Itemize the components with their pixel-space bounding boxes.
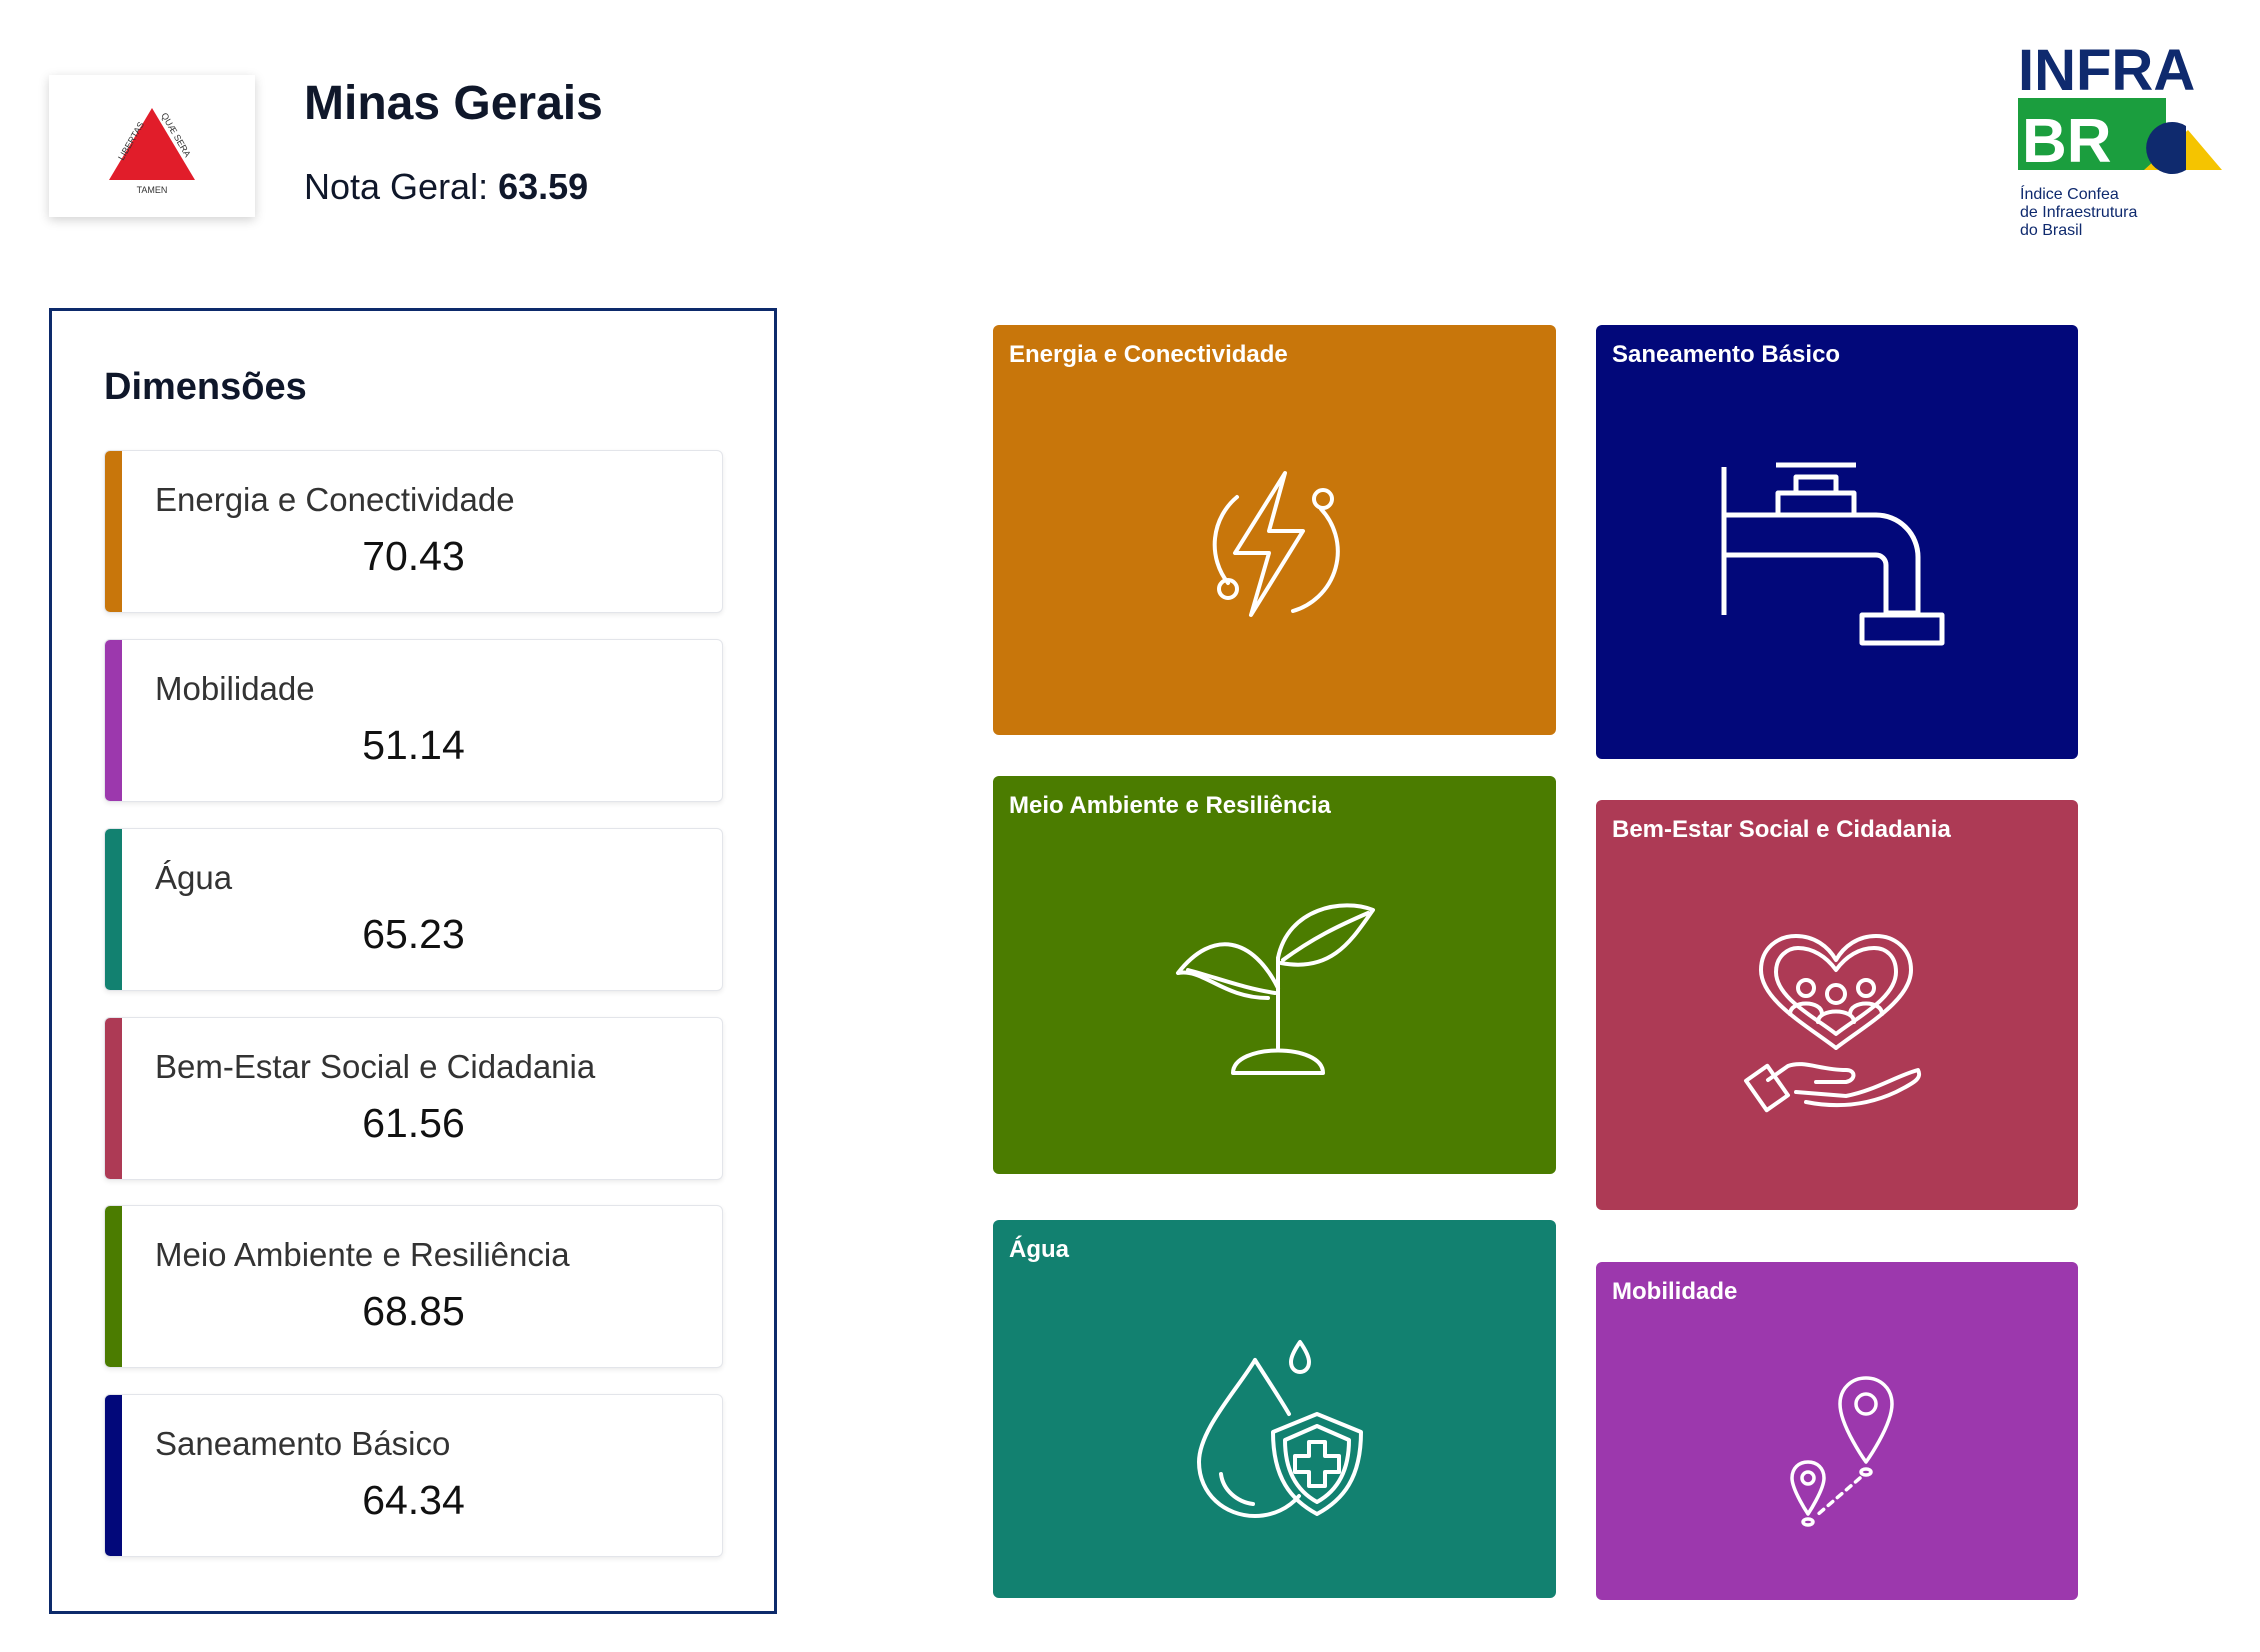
logo-tagline-3: do Brasil [2020, 222, 2082, 239]
faucet-icon [1706, 455, 1946, 665]
dimension-color-bar [105, 451, 122, 612]
tile-title: Saneamento Básico [1612, 341, 1841, 368]
dimension-card-mobilidade[interactable]: Mobilidade 51.14 [104, 639, 723, 802]
logo-tagline-2: de Infraestrutura [2020, 204, 2138, 221]
dimension-value: 51.14 [362, 722, 465, 768]
dimension-color-bar [105, 1018, 122, 1179]
tile-title: Meio Ambiente e Resiliência [1009, 792, 1331, 819]
tile-title: Mobilidade [1612, 1278, 1738, 1305]
dimensions-title: Dimensões [104, 366, 307, 408]
dimension-label: Bem-Estar Social e Cidadania [155, 1048, 596, 1085]
minas-gerais-flag-icon: LIBERTAS QUÆ SERA TAMEN [109, 108, 195, 195]
overall-score-label: Nota Geral: [304, 166, 489, 207]
dimensions-panel: Dimensões Energia e Conectividade 70.43 … [49, 308, 777, 1614]
dimension-value: 65.23 [362, 911, 465, 957]
dimension-value: 64.34 [362, 1477, 465, 1523]
tile-mobilidade[interactable]: Mobilidade [1596, 1262, 2078, 1600]
dimension-color-bar [105, 1206, 122, 1367]
tile-saneamento-basico[interactable]: Saneamento Básico [1596, 325, 2078, 759]
tile-agua[interactable]: Água [993, 1220, 1556, 1598]
overall-score: Nota Geral: 63.59 [304, 166, 588, 208]
sprout-icon [1173, 898, 1383, 1078]
lightning-icon [1183, 453, 1363, 633]
heart-hand-icon [1744, 930, 1926, 1120]
overall-score-value: 63.59 [498, 166, 589, 207]
dimension-color-bar [105, 829, 122, 990]
state-name: Minas Gerais [304, 77, 603, 130]
tile-title: Bem-Estar Social e Cidadania [1612, 816, 1951, 843]
dimension-value: 61.56 [362, 1100, 465, 1146]
dimension-card-saneamento[interactable]: Saneamento Básico 64.34 [104, 1394, 723, 1557]
tile-bem-estar-social-cidadania[interactable]: Bem-Estar Social e Cidadania [1596, 800, 2078, 1210]
dimension-label: Mobilidade [155, 670, 315, 707]
water-shield-icon [1193, 1338, 1363, 1518]
flag-motto-bottom: TAMEN [137, 185, 168, 195]
logo-word-infra: INFRA [2018, 38, 2195, 103]
tile-energia-conectividade[interactable]: Energia e Conectividade [993, 325, 1556, 735]
tile-title: Energia e Conectividade [1009, 341, 1288, 368]
dimension-color-bar [105, 640, 122, 801]
dimension-label: Meio Ambiente e Resiliência [155, 1236, 570, 1273]
dimension-value: 68.85 [362, 1288, 465, 1334]
logo-green-block [2018, 98, 2166, 170]
dimension-card-bem-estar[interactable]: Bem-Estar Social e Cidadania 61.56 [104, 1017, 723, 1180]
logo-tagline-1: Índice Confea [2020, 184, 2119, 203]
map-pins-icon [1786, 1374, 1896, 1527]
dimension-card-agua[interactable]: Água 65.23 [104, 828, 723, 991]
tile-title: Água [1009, 1236, 1069, 1263]
tile-meio-ambiente-resiliencia[interactable]: Meio Ambiente e Resiliência [993, 776, 1556, 1174]
dimension-color-bar [105, 1395, 122, 1556]
dimension-label: Água [155, 859, 233, 896]
dimension-value: 70.43 [362, 533, 465, 579]
logo-word-br: BR [2022, 107, 2112, 176]
dimension-card-energia[interactable]: Energia e Conectividade 70.43 [104, 450, 723, 613]
state-flag: LIBERTAS QUÆ SERA TAMEN [49, 75, 255, 217]
infrabr-logo: INFRA BR Índice Confea de Infraestrutura… [2018, 38, 2244, 250]
dimension-label: Energia e Conectividade [155, 481, 515, 518]
dimension-card-meio-ambiente[interactable]: Meio Ambiente e Resiliência 68.85 [104, 1205, 723, 1368]
logo-navy-crescent [2146, 122, 2186, 174]
dimension-label: Saneamento Básico [155, 1425, 451, 1462]
